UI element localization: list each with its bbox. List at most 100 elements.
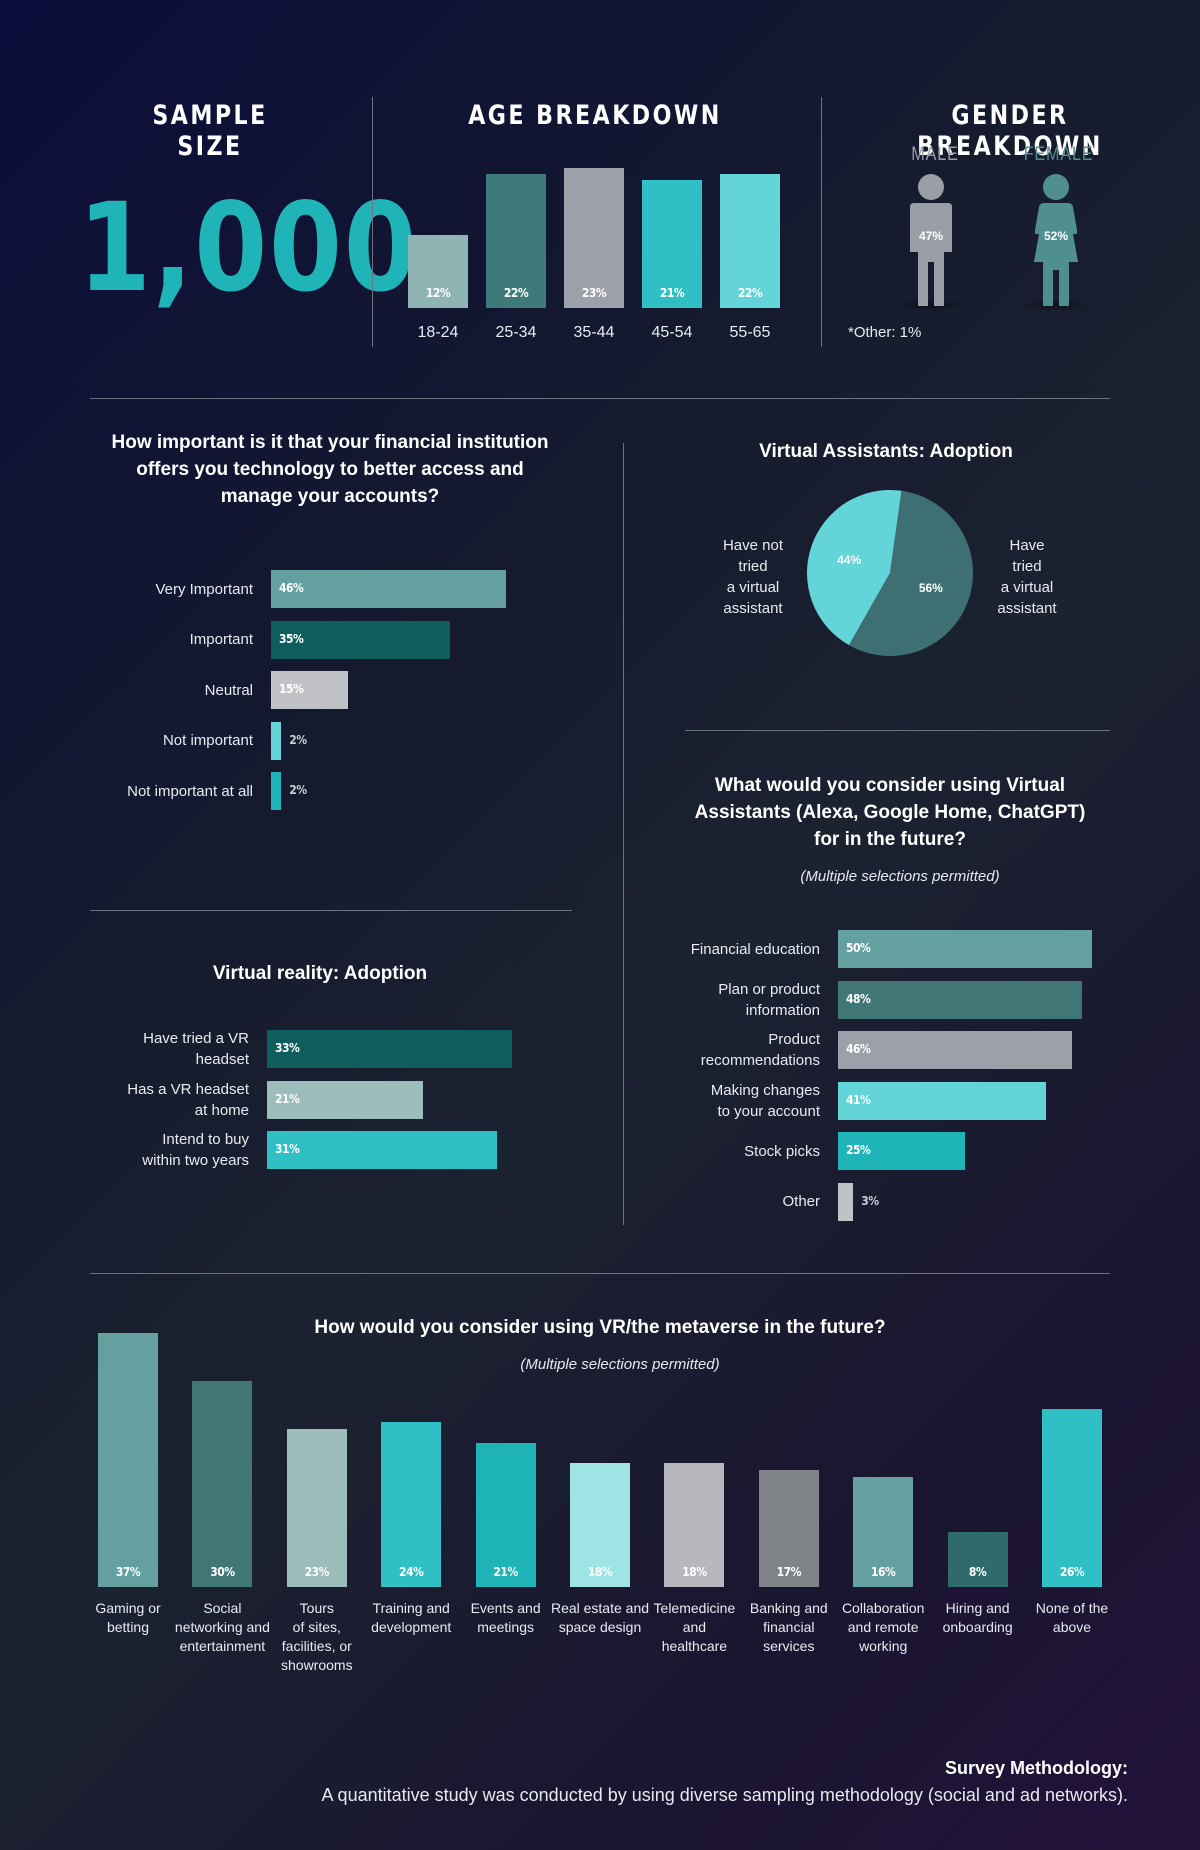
va-future-subtitle: (Multiple selections permitted)	[800, 868, 1000, 885]
vr-future-bar-chart: 37% Gaming or betting 30% Social networking a…	[90, 1300, 1130, 1700]
age-bar-value: 12%	[425, 286, 451, 300]
va-future-label-line: Other	[782, 1193, 820, 1210]
divider	[372, 97, 373, 347]
vr-future-category-label: Real estate and space design	[550, 1599, 650, 1637]
vr-future-bar	[853, 1477, 914, 1587]
va-future-bar-value: 41%	[846, 1092, 871, 1107]
vr-future-category-label-line: entertainment	[179, 1638, 266, 1654]
male-figure-icon: 47%	[900, 174, 965, 311]
vr-future-bar	[286, 1429, 347, 1587]
vr-future-subtitle: (Multiple selections permitted)	[520, 1356, 720, 1373]
vr-future-category-label-line: above	[1052, 1619, 1092, 1635]
age-bar	[564, 168, 624, 308]
va-future-label-line: Financial education	[690, 940, 820, 958]
age-bar-value: 21%	[659, 286, 685, 300]
vr-future-category-label: Events and meetings	[456, 1599, 556, 1637]
va-future-bar-chart: Financial education 50% Plan or product inf…	[650, 930, 1110, 1230]
female-figure-icon: 52%	[1025, 174, 1090, 311]
age-category-label: 45-54	[651, 324, 693, 341]
va-future-label-line: to your account	[717, 1102, 820, 1120]
vr-future-category-label: Banking and financial services	[739, 1599, 839, 1656]
sample-size-value: 1,000	[78, 177, 419, 319]
vr-future-category-label-line: betting	[106, 1619, 150, 1635]
vr-future-category-label: Tours of sites, facilities, or showrooms	[267, 1599, 367, 1675]
vr-future-bar	[475, 1442, 536, 1587]
gender-breakdown-header: GENDER BREAKDOWN	[917, 100, 1103, 162]
vr-future-category-label: Social networking and entertainment	[172, 1599, 272, 1656]
va-future-label: Other	[650, 1191, 820, 1212]
vr-future-category-label-line: Tours	[299, 1600, 334, 1616]
age-bar-value: 22%	[737, 286, 763, 300]
importance-bar-value: 2%	[289, 732, 307, 747]
importance-title: How important is it that your financial …	[111, 432, 549, 507]
female-percent: 52%	[1044, 229, 1068, 243]
age-category-label: 35-44	[573, 324, 615, 341]
vr-future-bar-value: 37%	[115, 1565, 141, 1579]
vr-future-bar-value: 26%	[1059, 1565, 1085, 1579]
va-future-bar-value: 3%	[861, 1193, 879, 1208]
vr-future-category-label-line: Real estate and	[550, 1600, 650, 1616]
vr-future-bar	[381, 1422, 442, 1587]
age-bar	[720, 174, 780, 308]
vr-future-category-label: Gaming or betting	[78, 1599, 178, 1637]
vr-adoption-label: Has a VR headset at home	[100, 1079, 249, 1121]
importance-bar	[271, 620, 450, 659]
va-future-label: Product recommendations	[650, 1029, 820, 1071]
age-bar-chart: 12% 18-24 22% 25-34 23% 35-44 21% 45-54 22% 55-65	[400, 160, 800, 350]
vr-adoption-bar-chart: Have tried a VR headset 33% Has a VR headse…	[100, 1030, 570, 1190]
vr-future-category-label: None of the above	[1022, 1599, 1122, 1637]
age-breakdown-header: AGE BREAKDOWN	[468, 100, 722, 131]
vr-future-bar	[570, 1463, 630, 1587]
age-bar	[408, 234, 468, 308]
vr-adoption-bar-value: 33%	[275, 1041, 300, 1055]
vr-future-category-label-line: and	[682, 1619, 707, 1635]
divider	[90, 398, 1110, 399]
age-category-label: 18-24	[417, 324, 459, 341]
vr-adoption-label-line: Has a VR headset	[127, 1080, 249, 1098]
importance-label: Neutral	[100, 680, 253, 701]
vr-future-bar	[98, 1333, 158, 1587]
importance-label: Not important	[100, 730, 253, 751]
vr-future-bar-value: 17%	[776, 1565, 802, 1579]
importance-bar	[271, 772, 282, 810]
va-future-label-line: Product	[768, 1031, 820, 1048]
gender-other-note: *Other: 1%	[848, 324, 922, 341]
vr-future-category-label-line: Banking and	[749, 1600, 828, 1616]
importance-bar-value: 35%	[279, 631, 304, 646]
vr-future-category-label-line: facilities, or	[281, 1638, 352, 1654]
age-bar-value: 23%	[581, 286, 607, 300]
va-future-bar-value: 25%	[846, 1143, 871, 1157]
va-tried-label: Have tried a virtual assistant	[997, 537, 1057, 617]
va-future-label-line: Making changes	[710, 1081, 820, 1099]
vr-future-bar	[1042, 1408, 1102, 1587]
va-future-label: Making changes to your account	[650, 1080, 820, 1122]
vr-adoption-label-line: at home	[194, 1101, 249, 1119]
importance-bar	[271, 721, 282, 760]
divider	[90, 1273, 1110, 1274]
vr-adoption-bar	[267, 1030, 512, 1068]
female-label: FEMALE	[1023, 144, 1094, 165]
va-future-bar	[838, 1081, 1047, 1120]
vr-adoption-bar	[267, 1131, 498, 1169]
importance-label-line: Not important at all	[127, 782, 253, 800]
importance-label: Important	[100, 629, 253, 650]
vr-future-bar-value: 23%	[304, 1565, 330, 1579]
va-future-label-line: Plan or product	[718, 980, 820, 998]
male-percent: 47%	[919, 229, 943, 243]
va-future-label: Financial education	[650, 939, 820, 960]
vr-future-category-label-line: None of the	[1035, 1600, 1109, 1616]
vr-future-category-label-line: Gaming or	[95, 1600, 161, 1616]
importance-label: Very Important	[100, 579, 253, 600]
va-future-title: What would you consider using Virtual As…	[694, 775, 1086, 850]
vr-future-category-label-line: and remote	[847, 1619, 919, 1635]
age-category-label: 55-65	[729, 324, 771, 341]
vr-future-bar	[758, 1470, 819, 1587]
methodology-text: A quantitative study was conducted by us…	[321, 1785, 1128, 1805]
vr-future-bar-value: 18%	[682, 1565, 707, 1579]
va-future-label-line: Stock picks	[744, 1142, 820, 1160]
age-bar	[486, 174, 546, 308]
vr-adoption-title: Virtual reality: Adoption	[212, 963, 428, 984]
vr-adoption-label-line: within two years	[142, 1152, 249, 1169]
va-adoption-title: Virtual Assistants: Adoption	[759, 441, 1013, 462]
importance-bar-value: 2%	[289, 783, 307, 797]
